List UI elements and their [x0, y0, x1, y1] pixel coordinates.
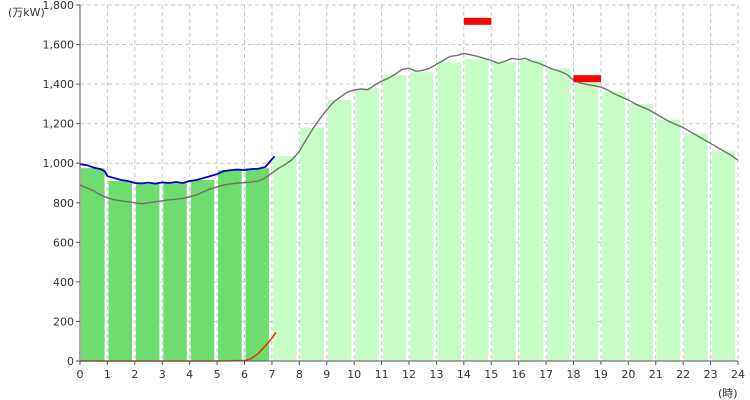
bar-actual [135, 183, 160, 361]
x-tick-label: 24 [731, 368, 745, 381]
y-axis-unit-label: (万kW) [8, 6, 45, 19]
x-tick-label: 6 [241, 368, 248, 381]
bar-forecast [300, 127, 324, 361]
x-tick-label: 22 [676, 368, 690, 381]
y-tick-label: 1,200 [43, 118, 75, 131]
axis-layer [76, 4, 739, 365]
x-tick-label: 8 [296, 368, 303, 381]
bar-forecast [629, 103, 653, 361]
x-axis-unit-label: (時) [718, 387, 738, 400]
x-tick-label: 16 [512, 368, 526, 381]
x-tick-label: 7 [268, 368, 275, 381]
bar-forecast [492, 62, 516, 361]
x-tick-label: 1 [104, 368, 111, 381]
bar-forecast [601, 92, 626, 362]
x-tick-label: 13 [429, 368, 443, 381]
bar-forecast [519, 60, 544, 361]
peak-marker [463, 17, 492, 25]
bar-actual [245, 168, 270, 361]
bar-actual [190, 180, 215, 361]
bar-forecast [382, 75, 407, 361]
peak-marker [573, 75, 601, 83]
bar-forecast [574, 80, 599, 362]
bar-forecast [684, 133, 708, 361]
bar-forecast [547, 68, 571, 362]
bar-actual [108, 181, 132, 361]
x-tick-label: 0 [77, 368, 84, 381]
bar-actual [218, 170, 242, 361]
bar-actual [163, 183, 187, 361]
x-tick-label: 9 [323, 368, 330, 381]
bar-forecast [711, 151, 736, 361]
bar-forecast [355, 88, 379, 362]
bar-forecast [327, 99, 352, 361]
x-tick-label: 4 [186, 368, 193, 381]
x-tick-label: 11 [375, 368, 389, 381]
x-tick-label: 12 [402, 368, 416, 381]
x-tick-label: 2 [131, 368, 138, 381]
y-tick-label: 600 [53, 236, 74, 249]
bar-actual [81, 168, 105, 361]
y-tick-label: 400 [53, 276, 74, 289]
x-tick-label: 23 [704, 368, 718, 381]
x-tick-label: 15 [484, 368, 498, 381]
grid-layer [80, 4, 739, 361]
x-tick-label: 17 [539, 368, 553, 381]
x-tick-label: 20 [621, 368, 635, 381]
x-tick-label: 3 [159, 368, 166, 381]
bar-layer [81, 59, 736, 362]
actual-demand-line [79, 155, 276, 185]
bar-forecast [464, 59, 489, 362]
y-tick-label: 1,000 [43, 157, 75, 170]
bar-forecast [656, 119, 681, 361]
y-tick-label: 800 [53, 197, 74, 210]
x-tick-label: 19 [594, 368, 608, 381]
y-tick-label: 200 [53, 315, 74, 328]
y-tick-label: 1,800 [43, 0, 75, 12]
bar-forecast [272, 156, 297, 361]
y-tick-label: 1,400 [43, 78, 75, 91]
x-tick-label: 21 [649, 368, 663, 381]
x-tick-label: 18 [567, 368, 581, 381]
x-tick-label: 5 [214, 368, 221, 381]
y-tick-label: 0 [67, 355, 74, 368]
forecast-demand-line [79, 52, 739, 205]
bar-forecast [437, 62, 461, 361]
x-tick-label: 14 [457, 368, 471, 381]
x-tick-label: 10 [347, 368, 361, 381]
label-layer: 0 200 400 600 800 1,000 1,200 1,400 1,600 1,800 0 1… [43, 0, 746, 381]
bar-forecast [410, 72, 434, 361]
marker-layer [463, 17, 601, 83]
y-tick-label: 1,600 [43, 39, 75, 52]
